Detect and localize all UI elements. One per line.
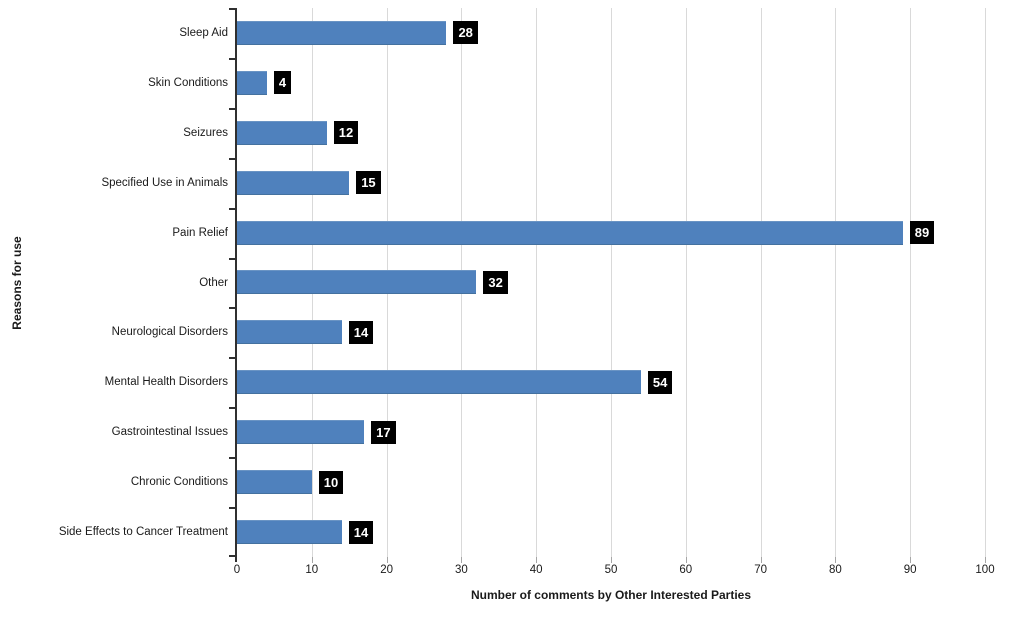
bar-row: 10 bbox=[237, 457, 985, 507]
gridline-x-60 bbox=[685, 8, 687, 557]
bar bbox=[237, 270, 477, 295]
bar bbox=[237, 170, 350, 195]
x-axis-tick bbox=[685, 557, 687, 563]
gridline-x-90 bbox=[910, 8, 912, 557]
bar-value-label: 12 bbox=[333, 121, 359, 145]
x-axis-tick bbox=[536, 557, 538, 563]
y-axis-tick bbox=[229, 307, 235, 310]
bar-value-label: 14 bbox=[348, 520, 374, 544]
bar-row: 4 bbox=[237, 58, 985, 108]
x-tick-label: 70 bbox=[754, 564, 767, 576]
gridline-x-40 bbox=[536, 8, 538, 557]
x-tick-label: 10 bbox=[305, 564, 319, 576]
x-tick-label: 100 bbox=[975, 564, 995, 576]
y-axis-tick bbox=[229, 8, 235, 10]
bar-value-label: 4 bbox=[273, 71, 292, 95]
bar bbox=[237, 120, 327, 145]
bar-value-label: 28 bbox=[453, 21, 478, 45]
category-label: Mental Health Disorders bbox=[104, 376, 228, 389]
bar bbox=[237, 70, 267, 95]
bar-row: 14 bbox=[237, 507, 985, 557]
x-tick-label: 20 bbox=[380, 564, 393, 576]
bar-value-label: 54 bbox=[647, 370, 673, 394]
x-axis-tick bbox=[760, 557, 762, 563]
y-axis-tick bbox=[229, 555, 235, 557]
y-axis-tick bbox=[229, 207, 235, 210]
y-axis-tick bbox=[229, 457, 235, 460]
bar bbox=[237, 520, 342, 545]
gridline-x-50 bbox=[611, 8, 612, 557]
x-axis-tick bbox=[985, 557, 986, 563]
x-axis-title: Number of comments by Other Interested P… bbox=[470, 588, 752, 602]
y-axis-title: Reasons for use bbox=[10, 236, 24, 330]
bar-value-label: 17 bbox=[371, 420, 396, 444]
x-axis-tick bbox=[461, 557, 463, 563]
category-label: Pain Relief bbox=[172, 226, 228, 239]
category-axis: Sleep Aid Skin Conditions Seizures Specifie… bbox=[30, 8, 228, 557]
bar-row: 28 bbox=[237, 8, 985, 58]
y-axis-tick bbox=[229, 107, 235, 110]
x-tick-label: 90 bbox=[903, 564, 917, 576]
x-axis-tick bbox=[611, 557, 612, 563]
x-axis-tick bbox=[910, 557, 912, 563]
bar bbox=[237, 20, 447, 45]
y-axis-tick bbox=[229, 357, 235, 360]
bar-value-label: 14 bbox=[348, 320, 374, 344]
bar bbox=[237, 320, 342, 345]
x-axis-tick bbox=[835, 557, 837, 563]
x-tick-label: 0 bbox=[233, 564, 241, 576]
x-tick-label: 30 bbox=[454, 564, 468, 576]
bar bbox=[237, 220, 903, 245]
x-axis-tick bbox=[311, 557, 313, 563]
category-label: Seizures bbox=[183, 126, 228, 139]
gridline-x-70 bbox=[760, 8, 762, 557]
bar-row: 15 bbox=[237, 158, 985, 208]
x-tick-label: 40 bbox=[529, 564, 543, 576]
category-label: Sleep Aid bbox=[179, 26, 228, 39]
category-label: Side Effects to Cancer Treatment bbox=[58, 526, 228, 539]
gridline-x-100 bbox=[985, 8, 986, 557]
x-tick-label: 80 bbox=[828, 564, 842, 576]
category-label: Other bbox=[199, 276, 228, 289]
category-label: Chronic Conditions bbox=[130, 476, 228, 489]
y-axis-tick bbox=[229, 257, 235, 260]
y-axis-tick bbox=[229, 407, 235, 410]
bar bbox=[237, 420, 365, 445]
bar-row: 54 bbox=[237, 357, 985, 407]
y-axis-tick bbox=[229, 57, 235, 60]
y-axis-tick bbox=[229, 157, 235, 160]
bar-row: 14 bbox=[237, 307, 985, 357]
y-axis-tick bbox=[229, 507, 235, 510]
bar-value-label: 89 bbox=[909, 221, 935, 245]
bar bbox=[237, 470, 312, 495]
plot-area: 28 4 12 15 89 32 14 54 17 10 14 bbox=[237, 8, 986, 557]
bar-value-label: 15 bbox=[356, 171, 381, 195]
bar-row: 12 bbox=[237, 108, 985, 158]
bar-row: 17 bbox=[237, 407, 985, 457]
bar-row: 32 bbox=[237, 258, 985, 308]
x-tick-label: 60 bbox=[679, 564, 693, 576]
y-axis-line bbox=[235, 8, 237, 562]
category-label: Specified Use in Animals bbox=[101, 176, 228, 189]
bar-value-label: 10 bbox=[318, 470, 344, 494]
category-label: Skin Conditions bbox=[148, 76, 228, 89]
category-label: Gastrointestinal Issues bbox=[111, 426, 228, 439]
category-label: Neurological Disorders bbox=[111, 326, 228, 339]
x-tick-label: 50 bbox=[604, 564, 618, 576]
bar-row: 89 bbox=[237, 208, 985, 258]
x-axis-tick bbox=[386, 557, 388, 563]
bar bbox=[237, 370, 641, 395]
bar-value-label: 32 bbox=[483, 270, 508, 294]
gridline-x-80 bbox=[835, 8, 837, 557]
